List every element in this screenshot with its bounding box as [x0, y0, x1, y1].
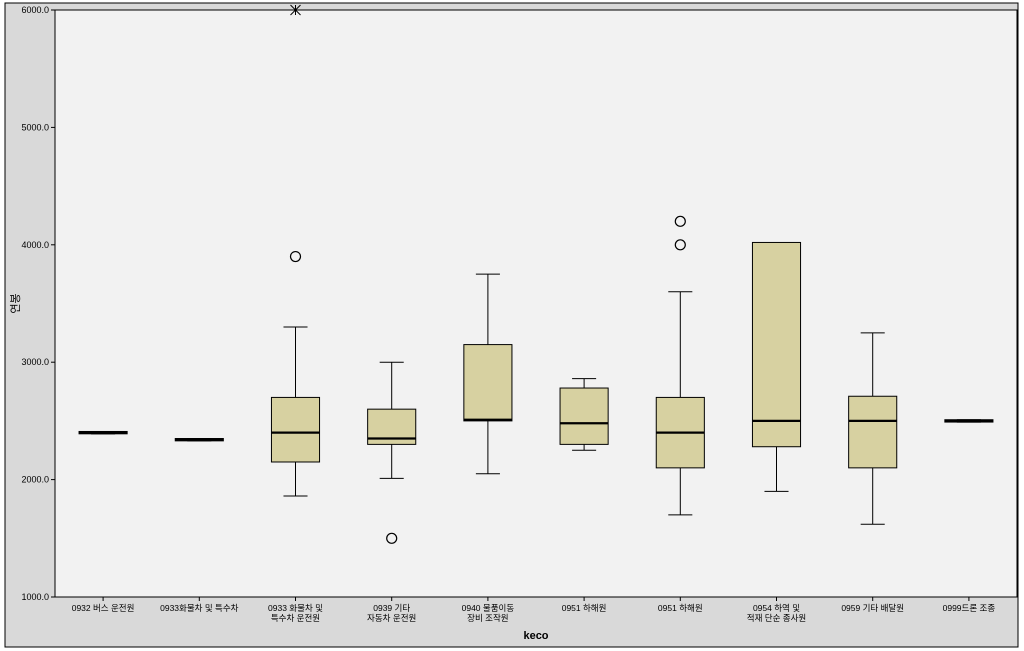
x-axis-label: keco: [523, 630, 548, 642]
x-category-label: 0940 물품이동장비 조작원: [462, 603, 515, 623]
box-rect: [271, 397, 319, 462]
x-category-label: 0933화물차 및 특수차: [160, 603, 239, 613]
x-category-label: 0951 하해원: [562, 603, 607, 613]
y-tick-label: 1000.0: [21, 592, 49, 602]
y-axis-label: 연봉: [9, 293, 22, 313]
x-category-label: 0932 버스 운전원: [72, 603, 135, 613]
y-tick-label: 4000.0: [21, 240, 49, 250]
box-rect: [560, 388, 608, 444]
y-tick-label: 3000.0: [21, 357, 49, 367]
y-tick-label: 2000.0: [21, 475, 49, 485]
x-category-label: 0933 화물차 및특수차 운전원: [268, 603, 323, 623]
box-5: [560, 379, 608, 451]
x-category-label: 0954 하역 및적재 단순 종사원: [747, 603, 806, 623]
box-9: [945, 420, 993, 422]
x-category-label: 0999드론 조종: [943, 603, 996, 613]
x-category-label: 0951 하해원: [658, 603, 703, 613]
y-tick-label: 6000.0: [21, 5, 49, 15]
box-1: [175, 439, 223, 441]
x-category-label: 0939 기타자동차 운전원: [367, 603, 416, 623]
box-rect: [464, 345, 512, 421]
x-category-label: 0959 기타 배달원: [841, 603, 904, 613]
box-rect: [752, 242, 800, 446]
box-0: [79, 431, 127, 433]
box-rect: [849, 396, 897, 468]
boxplot-chart: 1000.0 2000.0 3000.0 4000.0 5000.0 6000.0 0932…: [0, 0, 1024, 651]
y-tick-label: 5000.0: [21, 122, 49, 132]
